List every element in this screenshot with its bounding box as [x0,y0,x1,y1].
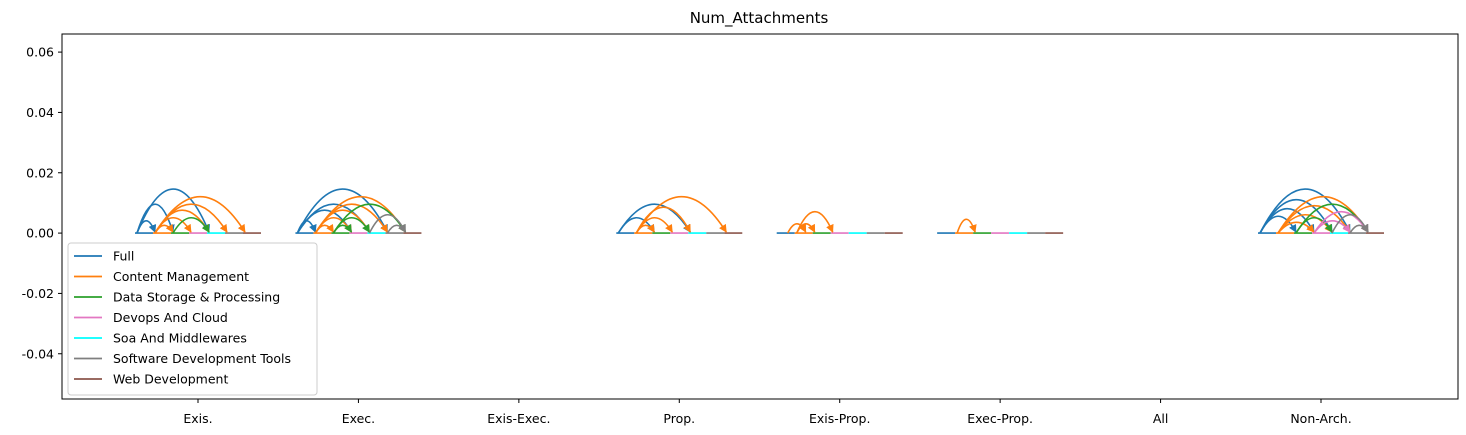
arc-full [617,203,691,234]
arc-software-development-tools [368,214,407,234]
arc-content-management [635,206,691,234]
y-tick-label: 0.00 [26,226,54,241]
y-axis: 0.06 0.04 0.02 0.00 -0.02 -0.04 [22,45,62,361]
arc-content-management [786,223,807,234]
arc-content-management [1277,205,1351,234]
legend-label: Software Development Tools [113,351,291,366]
arc-content-management [795,223,816,234]
x-tick-label: Exec-Prop. [967,411,1033,426]
arc-full [1259,215,1297,234]
y-tick-label: -0.02 [22,286,54,301]
arc-content-management [635,195,727,234]
legend: Full Content Management Data Storage & Pro… [67,242,318,396]
legend-label: Web Development [113,372,228,387]
y-tick-label: -0.04 [22,346,54,361]
legend-label: Soa And Middlewares [113,331,247,346]
arc-software-development-tools [1349,223,1369,234]
arc-data-storage-processing [332,203,407,234]
arc-content-management [1277,221,1315,234]
arc-devops-and-cloud [1313,210,1369,234]
legend-label: Data Storage & Processing [113,290,280,305]
x-tick-label: All [1153,411,1169,426]
arc-full [136,203,175,234]
arc-full [136,220,157,234]
x-axis: Exis. Exec. Exis-Exec. Prop. Exis-Prop. Exec-… [183,399,1352,426]
legend-label: Devops And Cloud [113,310,228,325]
legend-box [67,242,318,396]
plot-frame [61,33,1459,400]
y-tick-label: 0.06 [26,45,54,60]
x-tick-label: Non-Arch. [1290,411,1351,426]
x-tick-label: Exec. [342,411,375,426]
legend-label: Full [113,249,134,264]
arc-content-management [795,211,834,234]
arc-devops-and-cloud [1313,219,1351,234]
arc-full [296,220,317,234]
y-tick-label: 0.02 [26,165,54,180]
x-tick-label: Exis-Exec. [487,411,550,426]
arc-content-management [635,223,655,234]
arc-software-development-tools [386,223,407,234]
arc-full [136,188,210,234]
arc-data-storage-processing [172,216,210,234]
arc-content-management [154,223,174,234]
arc-full [296,188,389,234]
chart-title: Num_Attachments [690,9,829,28]
arc-data-storage-processing [1295,216,1333,234]
arcs [136,188,1369,234]
arc-content-management [956,218,977,234]
legend-label: Content Management [113,269,249,284]
arc-data-storage-processing [332,223,353,234]
x-tick-label: Exis-Prop. [809,411,871,426]
y-tick-label: 0.04 [26,105,54,120]
x-tick-label: Exis. [183,411,212,426]
arc-content-management [314,223,335,234]
x-tick-label: Prop. [663,411,695,426]
